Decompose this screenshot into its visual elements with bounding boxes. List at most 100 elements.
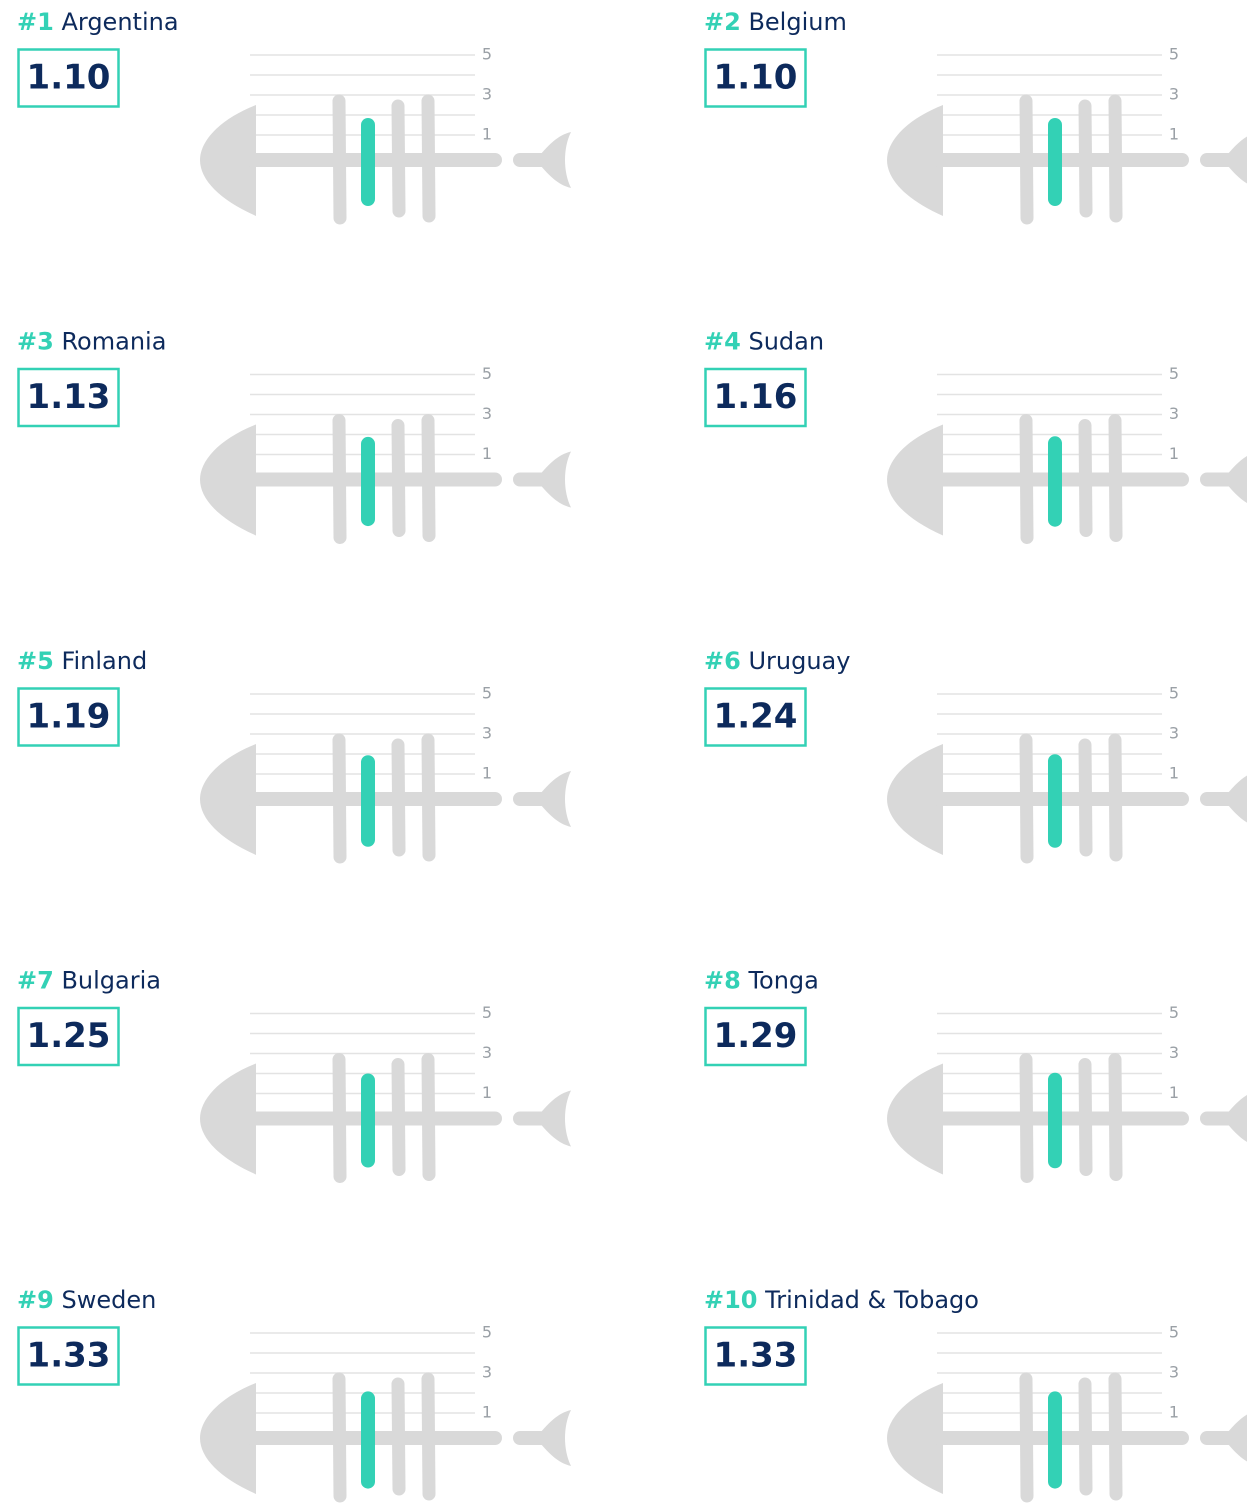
panel-title: #9 Sweden [17, 1286, 156, 1314]
panel-title: #8 Tonga [704, 967, 819, 995]
country: Argentina [61, 8, 178, 36]
y-tick-label: 5 [482, 684, 492, 703]
y-tick-label: 3 [482, 404, 492, 423]
value-label: 1.10 [714, 58, 798, 98]
fish-rib [421, 733, 436, 862]
y-tick-label: 5 [1169, 684, 1179, 703]
rank: #6 [704, 647, 741, 675]
value-label: 1.16 [714, 377, 798, 417]
country: Belgium [748, 8, 846, 36]
panel: #4 Sudan 1.16 1 3 5 [704, 328, 1247, 544]
rank: #2 [704, 8, 741, 36]
country: Bulgaria [61, 967, 161, 995]
value-label: 1.29 [714, 1016, 798, 1056]
fish-tail [1223, 1095, 1247, 1142]
y-tick-label: 1 [1169, 1083, 1179, 1102]
fish-head [200, 1383, 256, 1494]
rank: #1 [17, 8, 54, 36]
fish-rib [1108, 1372, 1123, 1501]
panel-title: #4 Sudan [704, 328, 824, 356]
panel: #7 Bulgaria 1.25 1 3 5 [17, 967, 571, 1183]
y-tick-label: 3 [482, 724, 492, 743]
y-tick-label: 5 [482, 364, 492, 383]
value-label: 1.25 [27, 1016, 111, 1056]
fish-head [200, 1063, 256, 1175]
fish-rib [1108, 414, 1123, 542]
y-tick-label: 1 [482, 1083, 492, 1102]
value-box [17, 48, 120, 108]
y-tick-label: 3 [1169, 724, 1179, 743]
value-box [704, 367, 807, 428]
fish-rib [332, 1372, 347, 1503]
fish-rib [421, 1053, 436, 1181]
panel-title: #5 Finland [17, 647, 147, 675]
fish-rib [391, 738, 406, 857]
country: Sudan [748, 328, 824, 356]
rank: #8 [704, 967, 741, 995]
y-tick-label: 3 [1169, 1363, 1179, 1382]
value-label: 1.33 [714, 1336, 798, 1376]
fish-rib [421, 414, 436, 542]
value-box [704, 1326, 807, 1386]
value-label: 1.19 [27, 697, 111, 737]
value-label: 1.13 [27, 377, 111, 417]
y-tick-label: 1 [482, 125, 492, 144]
fish-head [887, 1063, 943, 1175]
fish-rib [1078, 1377, 1093, 1496]
fish-rib [332, 414, 347, 544]
panel-title: #10 Trinidad & Tobago [704, 1286, 979, 1314]
y-tick-label: 1 [482, 764, 492, 783]
value-label: 1.24 [714, 697, 798, 737]
fish-rib [391, 99, 406, 218]
fish-rib [1019, 733, 1034, 864]
panel: #10 Trinidad & Tobago 1.33 1 3 5 [704, 1286, 1247, 1503]
fish-head [200, 105, 256, 216]
y-tick-label: 1 [482, 444, 492, 463]
fish-rib [1108, 94, 1123, 223]
panel: #1 Argentina 1.10 1 3 5 [17, 8, 571, 225]
fish-rib [1078, 419, 1093, 537]
fish-tail [1223, 136, 1247, 184]
fish-tail [1223, 775, 1247, 823]
country: Finland [61, 647, 147, 675]
fish-rib [1019, 1372, 1034, 1503]
value-box [704, 687, 807, 747]
panel-title: #1 Argentina [17, 8, 179, 36]
fish-rib [1078, 1058, 1093, 1176]
panel-title: #6 Uruguay [704, 647, 850, 675]
panel: #5 Finland 1.19 1 3 5 [17, 647, 571, 864]
country: Romania [61, 328, 166, 356]
rank: #7 [17, 967, 54, 995]
value-box [17, 1326, 120, 1386]
country: Trinidad & Tobago [764, 1286, 979, 1314]
fish-rib [1108, 1053, 1123, 1181]
fish-tail [1223, 1414, 1247, 1462]
fish-head [887, 424, 943, 536]
fish-rib [1019, 94, 1034, 225]
fish-rib [421, 94, 436, 223]
y-tick-label: 3 [1169, 85, 1179, 104]
value-label: 1.10 [27, 58, 111, 98]
country: Sweden [61, 1286, 156, 1314]
country: Tonga [747, 967, 818, 995]
fish-rib [1078, 99, 1093, 218]
fish-tail [536, 451, 571, 508]
y-tick-label: 5 [482, 45, 492, 64]
y-tick-label: 3 [1169, 404, 1179, 423]
fish-rib [332, 733, 347, 864]
fish-head [887, 744, 943, 855]
fish-rib [421, 1372, 436, 1501]
rank: #3 [17, 328, 54, 356]
y-tick-label: 1 [482, 1403, 492, 1422]
y-tick-label: 3 [482, 1043, 492, 1062]
rank: #5 [17, 647, 54, 675]
panel: #8 Tonga 1.29 1 3 5 [704, 967, 1247, 1183]
fish-rib [391, 419, 406, 537]
panel-title: #3 Romania [17, 328, 166, 356]
fish-rib [332, 94, 347, 225]
value-box [17, 1006, 120, 1067]
fish-rib [332, 1053, 347, 1183]
y-tick-label: 5 [1169, 364, 1179, 383]
y-tick-label: 5 [1169, 45, 1179, 64]
